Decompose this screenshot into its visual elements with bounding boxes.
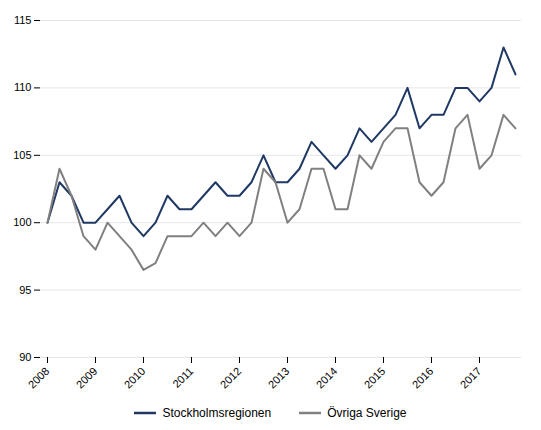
svg-text:2013: 2013 [266,365,292,391]
svg-text:2008: 2008 [26,365,52,391]
svg-text:105: 105 [13,149,31,161]
svg-text:2017: 2017 [458,365,484,391]
svg-text:2010: 2010 [122,365,148,391]
svg-text:2012: 2012 [218,365,244,391]
svg-text:2009: 2009 [74,365,100,391]
svg-text:100: 100 [13,216,31,228]
html-text:Stockholmsregionen: Stockholmsregionen [162,406,272,420]
svg-text:2011: 2011 [170,365,195,390]
svg-text:2014: 2014 [314,365,340,391]
svg-text:115: 115 [14,14,32,26]
svg-text:2015: 2015 [362,365,388,391]
html-text:Övriga Sverige: Övriga Sverige [327,406,407,420]
svg-text:2016: 2016 [410,365,436,391]
svg-text:90: 90 [19,351,31,363]
svg-text:110: 110 [14,81,32,93]
svg-text:95: 95 [19,284,31,296]
